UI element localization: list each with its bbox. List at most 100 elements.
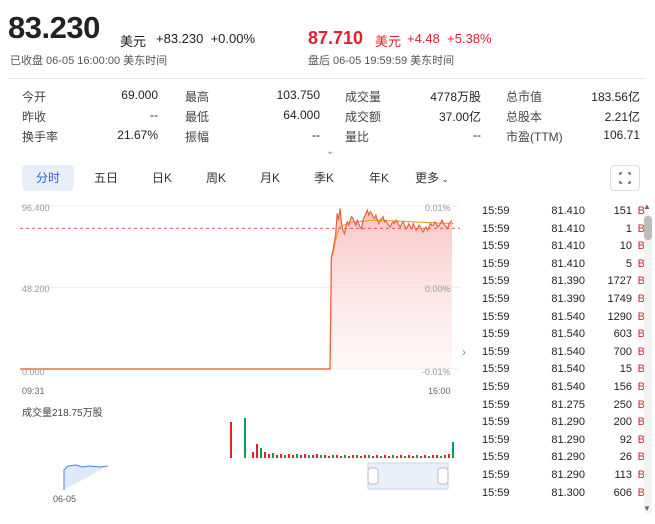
trade-time: 15:59 [482,205,510,217]
stat-value: 69.000 [121,88,158,102]
change-value: +83.230 [156,31,204,46]
scrollbar-thumb[interactable] [644,216,652,240]
trade-price: 81.410 [551,257,585,270]
volume-bar [268,454,270,458]
intraday-chart[interactable] [20,200,460,385]
trade-row: 15:59 81.290 26 B [470,451,645,469]
volume-bar [272,453,274,458]
volume-bar [424,455,426,458]
volume-bar [408,455,410,458]
stats-row: 换手率 21.67% 振幅 -- 量比 -- 市盈(TTM) 106.71 [0,128,655,148]
price-area [331,208,452,369]
volume-bar [316,454,318,458]
range-window[interactable] [367,462,449,490]
pct-tick-top: 0.01% [425,203,451,213]
volume-bar [404,456,406,458]
trade-price: 81.300 [551,486,585,499]
trade-time: 15:59 [482,275,510,288]
scroll-up-icon[interactable]: ▲ [643,202,651,211]
after-hours-change: +4.48 +5.38% [407,31,492,46]
volume-bar [388,456,390,458]
last-price: 83.230 [8,10,100,45]
tab-label: 分时 [35,171,60,185]
expand-trades-icon[interactable]: › [462,345,466,359]
trade-side: B [637,345,645,358]
x-tick-end: 16:00 [428,386,451,396]
market-cap-dropdown-icon[interactable]: ▼ [520,88,528,97]
trade-volume: 1 [625,222,632,235]
trade-row: 15:59 81.540 156 B [470,381,645,399]
trade-side: B [637,398,645,411]
stat-value: 4778万股 [430,90,481,104]
tab-daily-k[interactable]: 日K [140,165,184,191]
trade-volume: 1290 [607,310,632,323]
tab-weekly-k[interactable]: 周K [194,165,238,191]
range-handle-right[interactable] [437,467,449,485]
tab-label: 周K [205,171,226,185]
trade-side: B [637,416,645,429]
stats-row: 今开 69.000 最高 103.750 成交量 4778万股 总市值 183.56亿 [0,88,655,108]
volume-bar [276,455,278,458]
fullscreen-button[interactable] [610,165,640,191]
volume-bar [436,455,438,458]
market-status: 已收盘 06-05 16:00:00 美东时间 [10,55,168,67]
trade-side: B [637,222,645,235]
tab-label: 年K [368,171,389,185]
trade-volume: 700 [613,345,632,358]
ah-change-percent: +5.38% [447,31,492,46]
volume-bar [264,452,266,458]
trade-price: 81.540 [551,310,585,323]
y-tick-mid: 48.200 [22,284,50,294]
trade-time: 15:59 [482,293,510,305]
volume-bar [428,456,430,458]
stat-label: 换手率 [22,130,59,144]
expand-stats-icon[interactable]: ⌄ [326,146,335,157]
tab-label: 季K [313,171,334,185]
change-percent: +0.00% [210,31,256,46]
scrollbar-track[interactable] [644,214,652,514]
after-hours-price: 87.710 [308,28,364,48]
trade-price: 81.410 [551,222,585,235]
stat-value: -- [150,108,158,122]
range-handle-left[interactable] [367,467,379,485]
x-tick-start: 09:31 [22,386,45,396]
trade-time: 15:59 [482,240,510,253]
trade-row: 15:59 81.390 1749 B [470,293,645,311]
tab-yearly-k[interactable]: 年K [357,165,401,191]
trade-row: 15:59 81.290 92 B [470,434,645,452]
volume-bar [416,455,418,458]
range-navigator[interactable] [20,460,460,492]
trade-price: 81.540 [551,363,585,376]
scroll-down-icon[interactable]: ▼ [643,504,651,513]
after-hours-currency: 美元 [375,34,402,49]
stat-value: 37.00亿 [438,110,481,124]
tab-more[interactable]: 更多 ⌄ [410,165,454,191]
volume-bar [448,454,450,458]
tab-quarterly-k[interactable]: 季K [302,165,346,191]
stat-label: 昨收 [22,110,47,124]
trade-row: 15:59 81.410 5 B [470,258,645,276]
trade-price: 81.390 [551,293,585,305]
y-tick-top: 96.400 [22,203,50,213]
trade-time: 15:59 [482,416,510,429]
chart-period-tabs: 分时 五日 日K 周K 月K 季K 年K 更多 ⌄ [22,165,472,191]
tab-intraday[interactable]: 分时 [22,165,74,191]
more-chevron-icon: ⌄ [438,174,450,184]
trade-time: 15:59 [482,222,510,235]
volume-bar [368,455,370,458]
trade-side: B [637,469,645,481]
volume-bar [260,448,262,458]
tab-monthly-k[interactable]: 月K [248,165,292,191]
trade-side: B [637,328,645,341]
tab-five-day[interactable]: 五日 [84,165,128,191]
volume-bar [392,455,394,458]
volume-bar [340,456,342,458]
stat-label: 成交量 [345,90,382,104]
trade-row: 15:59 81.290 200 B [470,416,645,434]
volume-bar [280,454,282,458]
pct-tick-bottom: -0.01% [422,367,451,377]
volume-bar [304,454,306,458]
volume-bar [312,455,314,458]
trade-time: 15:59 [482,257,510,270]
trade-time: 15:59 [482,433,510,446]
